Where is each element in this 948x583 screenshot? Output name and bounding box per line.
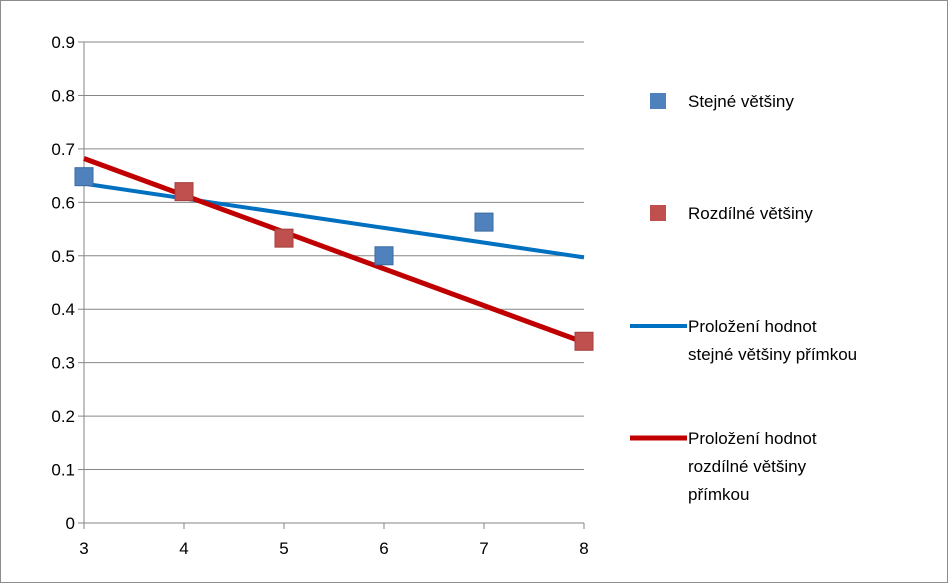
legend-marker <box>650 205 666 221</box>
y-tick-label: 0.3 <box>51 354 75 373</box>
y-tick-label: 0.7 <box>51 140 75 159</box>
legend: Stejné většiny Rozdílné většiny Proložení … <box>630 92 857 504</box>
legend-label: Stejné většiny <box>688 92 794 111</box>
gridlines <box>78 41 585 529</box>
x-tick-label: 3 <box>79 539 88 558</box>
legend-label: Proložení hodnot <box>688 429 817 448</box>
data-point <box>74 167 94 187</box>
data-points <box>74 167 594 351</box>
y-tick-labels: 0 0.1 0.2 0.3 0.4 0.5 0.6 0.7 0.8 0.9 <box>51 33 75 533</box>
legend-label: Proložení hodnot <box>688 317 817 336</box>
data-point <box>374 246 394 266</box>
trend-line-2 <box>83 181 585 260</box>
x-tick-label: 8 <box>579 539 588 558</box>
legend-label: Rozdílné většiny <box>688 204 813 223</box>
y-tick-label: 0.4 <box>51 300 75 319</box>
y-tick-label: 0.5 <box>51 247 75 266</box>
legend-label: stejné většiny přímkou <box>688 345 857 364</box>
axes <box>83 42 584 524</box>
y-tick-label: 0 <box>66 514 75 533</box>
y-tick-label: 0.9 <box>51 33 75 52</box>
y-tick-label: 0.2 <box>51 407 75 426</box>
x-tick-label: 6 <box>379 539 388 558</box>
data-point <box>574 331 594 351</box>
y-tick-label: 0.6 <box>51 193 75 212</box>
trend-line-3 <box>83 156 585 345</box>
y-tick-label: 0.1 <box>51 461 75 480</box>
trend-lines <box>83 156 585 345</box>
x-tick-label: 4 <box>179 539 188 558</box>
data-point <box>474 212 494 232</box>
legend-label: rozdílné většiny <box>688 457 807 476</box>
x-tick-labels: 3 4 5 6 7 8 <box>79 539 588 558</box>
x-tick-label: 7 <box>479 539 488 558</box>
x-tick-label: 5 <box>279 539 288 558</box>
legend-label: přímkou <box>688 485 749 504</box>
data-point <box>274 228 294 248</box>
data-point <box>174 182 194 202</box>
y-tick-label: 0.8 <box>51 86 75 105</box>
legend-marker <box>650 93 666 109</box>
